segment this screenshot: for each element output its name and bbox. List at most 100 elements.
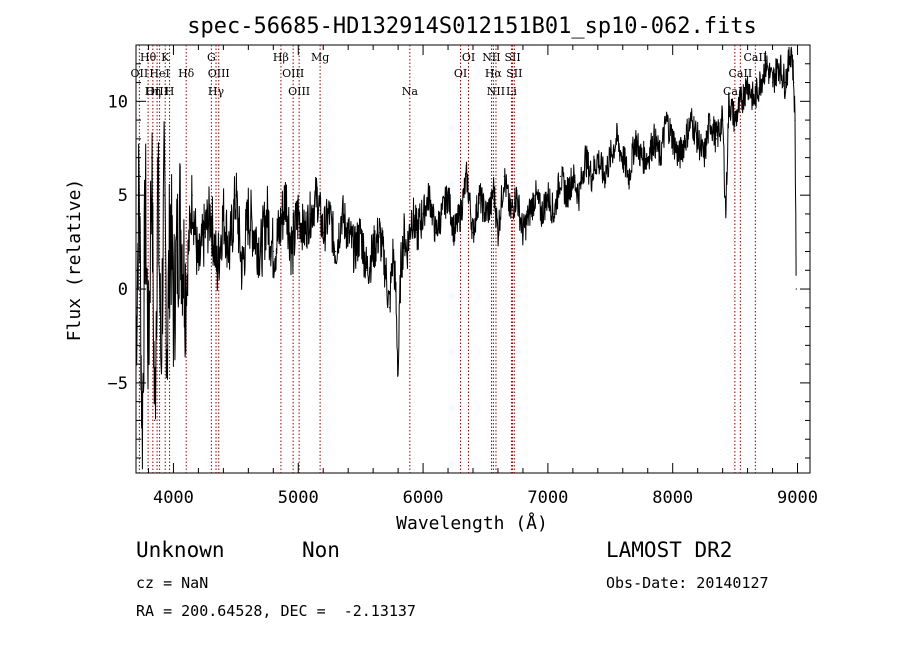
y-axis-label: Flux (relative) [64, 179, 85, 342]
spectrum-point [597, 157, 599, 159]
y-tick-label: −5 [108, 374, 128, 394]
spectrum-point [285, 194, 287, 196]
spectrum-point [403, 232, 405, 234]
spectrum-point [266, 213, 268, 215]
spectrum-point [157, 175, 159, 177]
spectrum-point [497, 232, 499, 234]
spectrum-point [360, 232, 362, 234]
spectrum-point [503, 175, 505, 177]
spectrum-point [472, 232, 474, 234]
spectrum-point [728, 100, 730, 102]
object-subclass: Non [302, 538, 340, 562]
sky-coordinates: RA = 200.64528, DEC = -2.13137 [136, 602, 416, 620]
spectral-line-label: Hθ [140, 51, 157, 64]
spectrum-point [141, 438, 143, 440]
spectrum-point [210, 213, 212, 215]
spectrum-point [793, 81, 795, 84]
spectrum-point [725, 213, 727, 215]
spectrum-point [428, 194, 430, 196]
y-tick-label: 5 [118, 186, 128, 206]
spectrum-point [541, 213, 543, 215]
spectral-line-label: Li [506, 85, 517, 98]
spectral-line-label: SII [506, 67, 522, 80]
spectrum-point [247, 213, 249, 215]
spectrum-point [278, 232, 281, 234]
spectrum-point [759, 81, 761, 84]
spectrum-point [172, 307, 174, 309]
spectrum-point [709, 119, 711, 121]
spectral-line-label: NII [487, 85, 505, 98]
spectrum-point [303, 232, 306, 234]
spectrum-point [397, 372, 399, 375]
spectrum-point [341, 213, 343, 215]
spectrum-point [584, 157, 586, 159]
observation-date: Obs-Date: 20140127 [606, 574, 769, 592]
spectrum-point [291, 250, 293, 253]
spectrum-point [628, 175, 630, 177]
spectrum-point [216, 269, 218, 271]
spectrum-point [241, 269, 243, 271]
x-tick-label: 5000 [278, 488, 319, 508]
spectral-line-label: Hβ [273, 51, 289, 64]
spectral-line-label: HeI [149, 67, 169, 80]
spectral-line-label: Hα [485, 67, 503, 80]
spectrum-point [372, 250, 374, 253]
spectrum-point [722, 119, 724, 121]
spectrum-point [260, 250, 262, 253]
spectrum-point [366, 269, 368, 271]
spectrum-point [794, 119, 796, 121]
spectrum-point [684, 138, 686, 140]
spectrum-point [788, 63, 790, 65]
spectrum-point [747, 81, 749, 84]
spectrum-point [509, 213, 511, 215]
spectrum-point [795, 288, 797, 290]
spectrum-point [179, 213, 181, 215]
spectral-line-label: Hδ [178, 67, 195, 80]
spectrum-point [765, 63, 767, 65]
spectral-line-label: SII [504, 51, 520, 64]
spectrum-point [566, 194, 568, 196]
survey-name: LAMOST DR2 [606, 538, 733, 562]
spectral-line-label: NII [482, 51, 500, 64]
spectrum-point [453, 232, 455, 234]
spectral-line-label: CaII [729, 67, 753, 80]
spectrum-point [547, 194, 549, 196]
spectrum-point [603, 175, 605, 177]
spectrum-point [734, 119, 736, 121]
spectral-line-label: OI [454, 67, 467, 80]
spectrum-point [634, 138, 636, 140]
spectrum-point [297, 213, 299, 215]
spectrum-point [640, 157, 643, 159]
chart-title: spec-56685-HD132914S012151B01_sp10-062.f… [187, 14, 757, 39]
spectrum-point [151, 157, 153, 159]
spectrum-point [772, 81, 774, 84]
spectrum-point [578, 194, 580, 196]
spectrum-point [197, 269, 199, 271]
plot-frame [135, 44, 811, 474]
spectrum-point [435, 232, 437, 234]
spectrum-point [534, 194, 537, 196]
y-tick-label: 0 [118, 280, 128, 300]
y-tick-label: 10 [108, 92, 128, 112]
spectrum-point [647, 157, 649, 159]
spectral-line-label: H [165, 85, 175, 98]
spectrum-point [160, 363, 162, 365]
spectrum-point [411, 213, 413, 215]
spectrum-point [615, 138, 618, 140]
spectrum-point [147, 363, 150, 365]
spectrum-point [328, 213, 331, 215]
spectrum-point [204, 232, 206, 234]
spectral-line-label: K [161, 51, 170, 64]
spectrum-point [516, 194, 518, 196]
spectrum-point [353, 250, 355, 253]
spectrum-point [790, 44, 792, 46]
spectrum-point [659, 157, 661, 159]
x-tick-label: 9000 [777, 488, 818, 508]
spectrum-point [784, 81, 786, 84]
spectrum-point [466, 175, 468, 177]
spectrum-point [400, 269, 402, 271]
spectrum-point [672, 138, 674, 140]
x-tick-label: 8000 [652, 488, 693, 508]
spectrum-point [491, 204, 493, 206]
